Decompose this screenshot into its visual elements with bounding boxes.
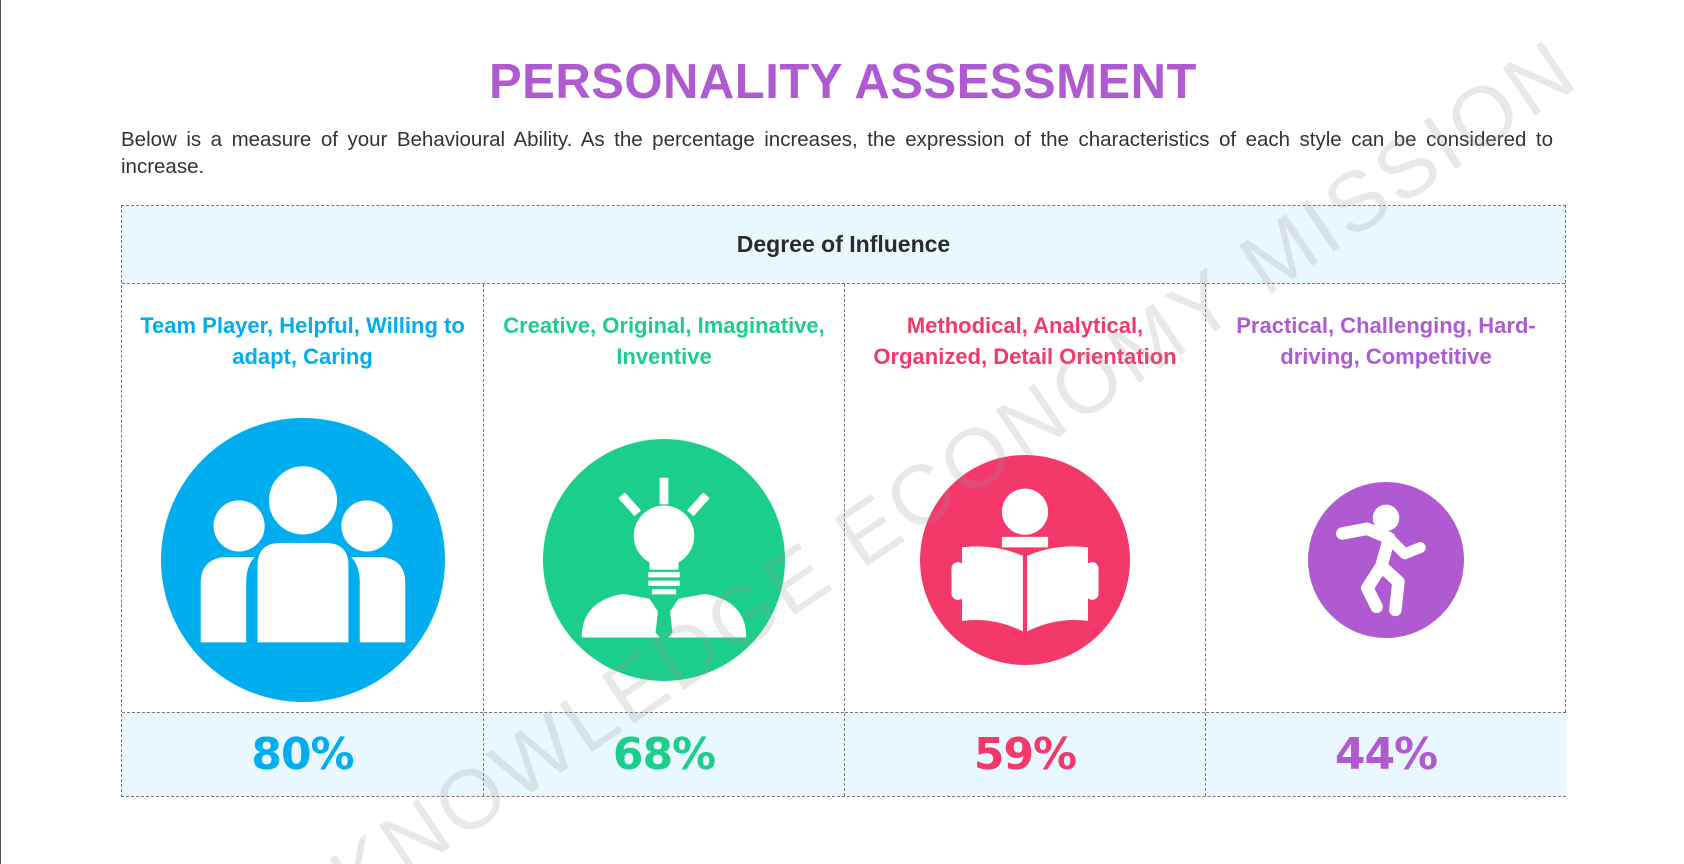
lightbulb-person-icon xyxy=(543,439,785,681)
style-traits: Creative, Original, Imaginative, Inventi… xyxy=(503,313,825,369)
person-reading-book-icon xyxy=(920,455,1130,665)
running-person-icon xyxy=(1308,482,1464,638)
influence-table: Degree of Influence Team Player, Helpful… xyxy=(121,205,1566,797)
style-percent: 80% xyxy=(122,712,483,796)
style-traits: Practical, Challenging, Hard-driving, Co… xyxy=(1236,313,1536,369)
intro-text: Below is a measure of your Behavioural A… xyxy=(121,128,1553,178)
style-percent: 68% xyxy=(484,712,844,796)
style-percent: 59% xyxy=(845,712,1205,796)
people-group-icon xyxy=(160,418,445,702)
style-column-creative: Creative, Original, Imaginative, Inventi… xyxy=(483,284,844,796)
style-traits: Team Player, Helpful, Willing to adapt, … xyxy=(140,313,465,369)
style-column-team-player: Team Player, Helpful, Willing to adapt, … xyxy=(122,284,483,796)
style-column-practical: Practical, Challenging, Hard-driving, Co… xyxy=(1205,284,1566,796)
table-header: Degree of Influence xyxy=(122,206,1565,284)
style-column-methodical: Methodical, Analytical, Organized, Detai… xyxy=(844,284,1205,796)
page-title: PERSONALITY ASSESSMENT xyxy=(488,55,1197,109)
style-percent: 44% xyxy=(1206,712,1566,796)
style-traits: Methodical, Analytical, Organized, Detai… xyxy=(873,313,1177,369)
